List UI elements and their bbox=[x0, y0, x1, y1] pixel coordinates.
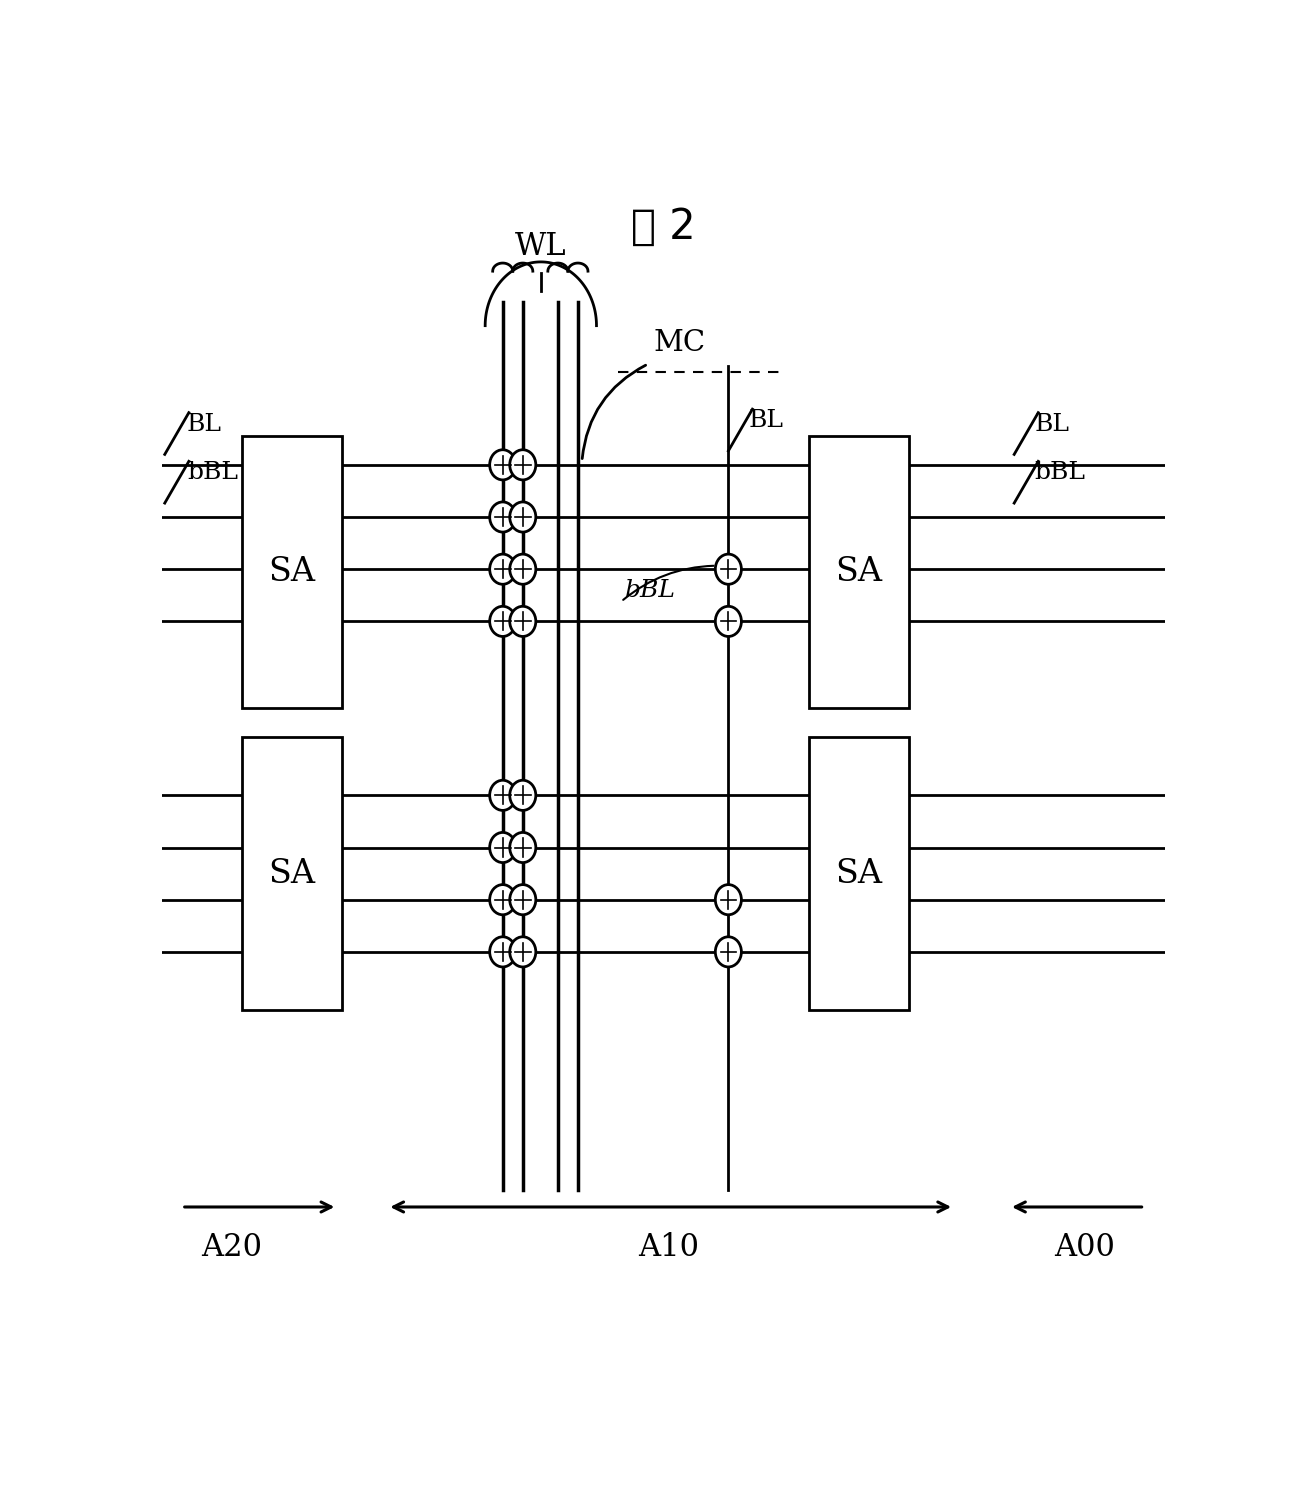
Circle shape bbox=[510, 450, 536, 480]
Circle shape bbox=[510, 780, 536, 810]
Circle shape bbox=[489, 554, 516, 584]
Text: A10: A10 bbox=[638, 1232, 699, 1264]
Circle shape bbox=[716, 607, 741, 637]
Text: SA: SA bbox=[835, 556, 883, 587]
Circle shape bbox=[489, 780, 516, 810]
Circle shape bbox=[510, 937, 536, 967]
FancyArrowPatch shape bbox=[582, 364, 646, 459]
Text: bBL: bBL bbox=[625, 578, 675, 601]
Circle shape bbox=[510, 501, 536, 532]
Bar bbox=[242, 435, 342, 708]
Text: bBL: bBL bbox=[186, 461, 238, 485]
Circle shape bbox=[489, 937, 516, 967]
Text: bBL: bBL bbox=[1034, 461, 1086, 485]
Circle shape bbox=[489, 833, 516, 863]
Text: MC: MC bbox=[653, 330, 705, 357]
Text: A20: A20 bbox=[202, 1232, 263, 1264]
Text: BL: BL bbox=[1034, 413, 1069, 435]
Text: BL: BL bbox=[186, 413, 221, 435]
Bar bbox=[242, 738, 342, 1011]
Circle shape bbox=[510, 833, 536, 863]
Text: BL: BL bbox=[748, 410, 783, 432]
Circle shape bbox=[489, 501, 516, 532]
Text: WL: WL bbox=[515, 230, 567, 262]
FancyArrowPatch shape bbox=[624, 566, 713, 599]
Text: SA: SA bbox=[835, 857, 883, 890]
Circle shape bbox=[510, 884, 536, 914]
Circle shape bbox=[510, 607, 536, 637]
Circle shape bbox=[716, 554, 741, 584]
Circle shape bbox=[489, 884, 516, 914]
Text: SA: SA bbox=[269, 857, 316, 890]
Circle shape bbox=[716, 884, 741, 914]
Circle shape bbox=[489, 607, 516, 637]
Bar bbox=[809, 738, 908, 1011]
Circle shape bbox=[716, 937, 741, 967]
Text: SA: SA bbox=[269, 556, 316, 587]
Bar bbox=[809, 435, 908, 708]
Circle shape bbox=[489, 450, 516, 480]
Text: 图 2: 图 2 bbox=[631, 206, 695, 248]
Text: A00: A00 bbox=[1053, 1232, 1115, 1264]
Circle shape bbox=[510, 554, 536, 584]
